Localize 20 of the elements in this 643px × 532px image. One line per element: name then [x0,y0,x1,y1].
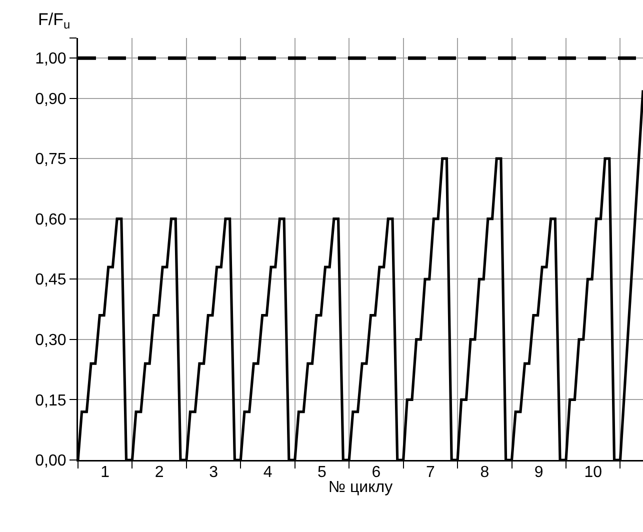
x-tick-label: 6 [372,464,381,481]
x-tick-label: 5 [318,464,327,481]
x-tick-label: 3 [209,464,218,481]
y-tick-label: 0,60 [35,211,66,228]
x-tick-label: 2 [154,464,164,481]
y-tick-label: 0,15 [35,392,66,410]
y-tick-label: 0,75 [35,151,66,168]
x-tick-label: 10 [584,464,602,481]
y-tick-label: 1,00 [35,50,66,68]
y-tick-label: 0,30 [35,332,66,350]
y-tick-label: 0,90 [35,90,66,108]
x-tick-label: 9 [534,464,544,481]
y-tick-label: 0,45 [35,272,66,289]
y-tick-label: 0,00 [35,452,66,470]
x-axis-title: № циклу [328,479,393,496]
x-tick-label: 7 [426,464,435,481]
x-tick-label: 8 [480,464,490,481]
y-axis-title: F/F$_{u}$ [38,10,70,32]
x-tick-label: 1 [100,464,110,481]
x-tick-label: 4 [263,464,272,481]
